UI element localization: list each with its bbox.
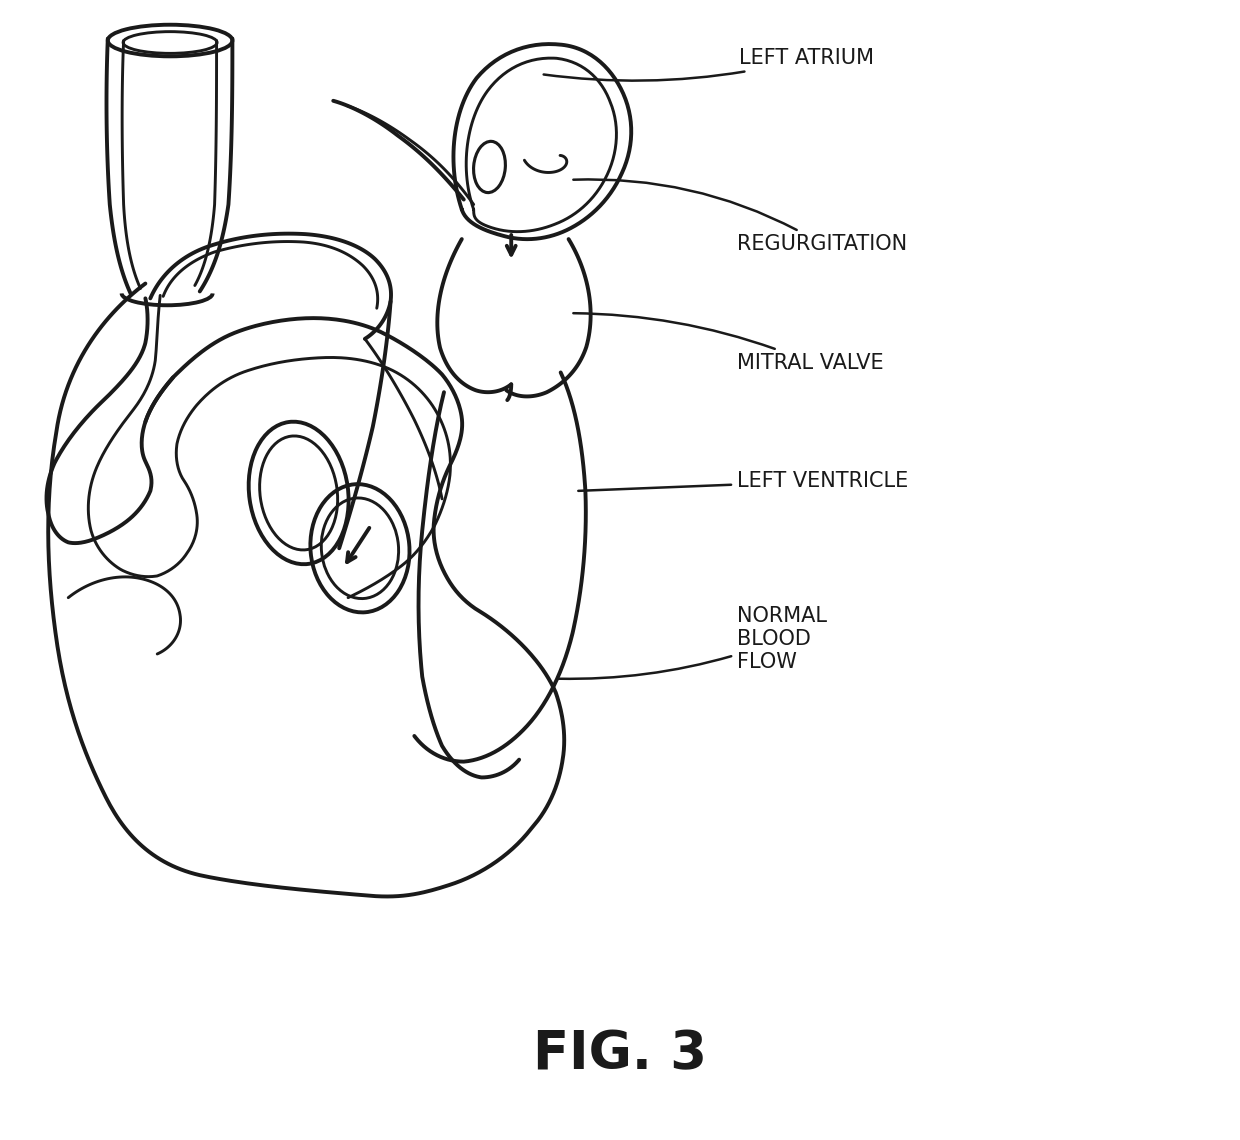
Text: LEFT VENTRICLE: LEFT VENTRICLE [578, 471, 908, 491]
Text: NORMAL
BLOOD
FLOW: NORMAL BLOOD FLOW [558, 606, 827, 678]
Text: LEFT ATRIUM: LEFT ATRIUM [543, 48, 874, 81]
Text: REGURGITATION: REGURGITATION [573, 179, 906, 254]
Text: FIG. 3: FIG. 3 [533, 1028, 707, 1080]
Text: MITRAL VALVE: MITRAL VALVE [573, 314, 883, 373]
